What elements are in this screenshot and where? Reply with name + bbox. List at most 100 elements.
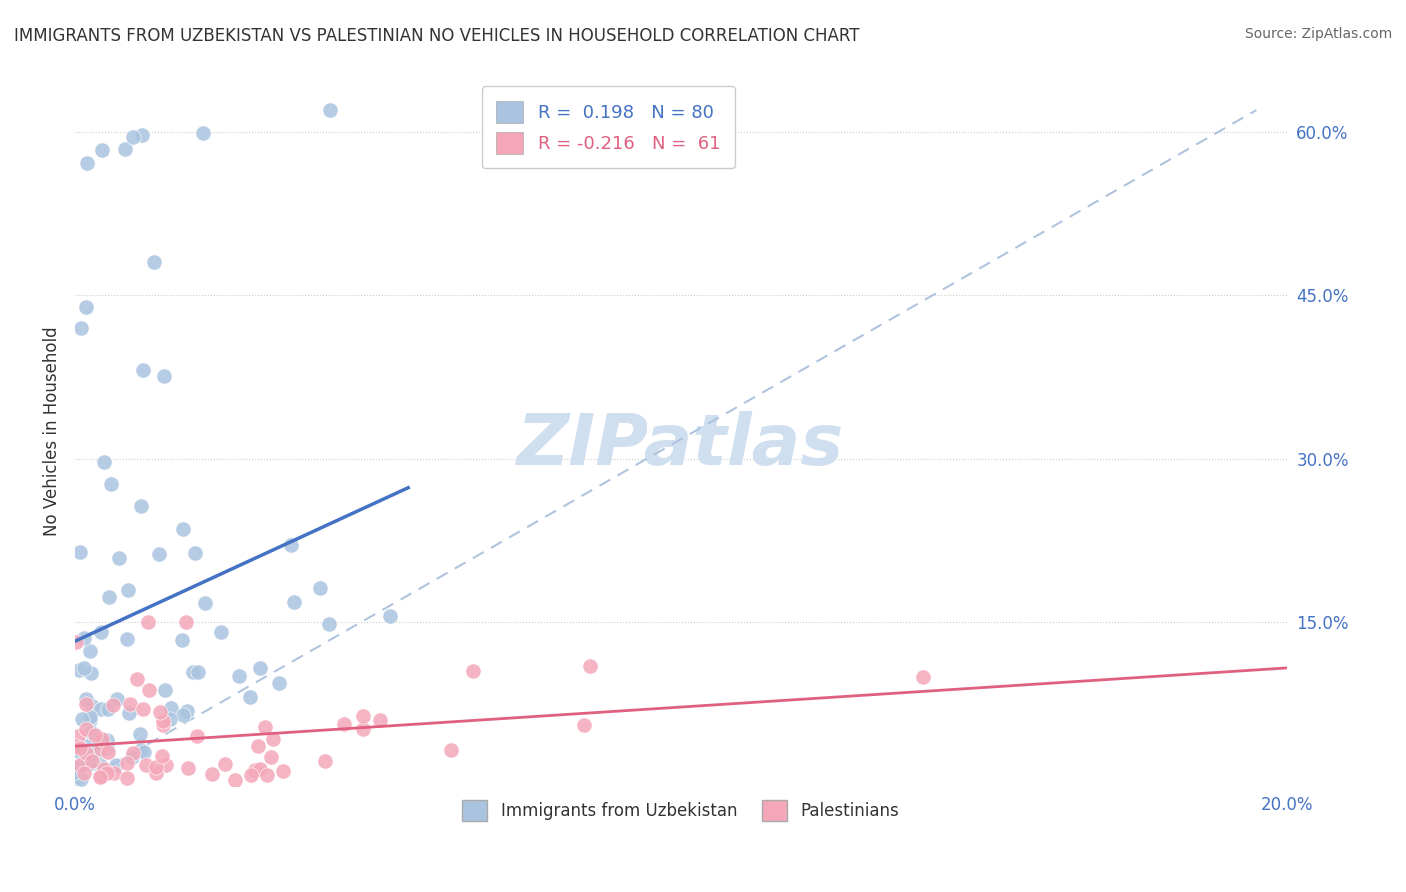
- Point: [101, 698, 124, 712]
- Point: [283, 595, 305, 609]
- Point: [131, 743, 153, 757]
- Point: [70, 712, 93, 726]
- Point: [136, 615, 159, 630]
- Point: [249, 661, 271, 675]
- Point: [103, 765, 125, 780]
- Point: [149, 705, 172, 719]
- Point: [86, 747, 108, 761]
- Point: [173, 708, 195, 723]
- Point: [80, 754, 103, 768]
- Point: [176, 615, 198, 630]
- Point: [239, 768, 262, 782]
- Point: [73, 661, 96, 675]
- Point: [75, 691, 97, 706]
- Point: [193, 126, 215, 140]
- Point: [77, 757, 100, 772]
- Point: [318, 617, 340, 632]
- Point: [89, 734, 111, 748]
- Point: [118, 706, 141, 720]
- Point: [93, 455, 115, 469]
- Point: [267, 676, 290, 690]
- Point: [93, 762, 115, 776]
- Point: [159, 700, 181, 714]
- Point: [90, 624, 112, 639]
- Point: [254, 720, 277, 734]
- Point: [129, 727, 152, 741]
- Point: [243, 764, 266, 778]
- Point: [172, 522, 194, 536]
- Point: [69, 545, 91, 559]
- Point: [80, 747, 103, 762]
- Point: [121, 746, 143, 760]
- Point: [280, 538, 302, 552]
- Point: [159, 712, 181, 726]
- Text: Source: ZipAtlas.com: Source: ZipAtlas.com: [1244, 27, 1392, 41]
- Point: [129, 500, 152, 514]
- Point: [247, 739, 270, 753]
- Point: [97, 702, 120, 716]
- Point: [249, 762, 271, 776]
- Point: [201, 767, 224, 781]
- Point: [91, 731, 114, 746]
- Point: [90, 702, 112, 716]
- Point: [65, 764, 87, 779]
- Point: [65, 635, 87, 649]
- Point: [125, 672, 148, 686]
- Point: [89, 770, 111, 784]
- Point: [440, 742, 463, 756]
- Point: [80, 725, 103, 739]
- Point: [65, 767, 87, 781]
- Point: [98, 590, 121, 604]
- Point: [79, 710, 101, 724]
- Point: [271, 764, 294, 778]
- Point: [87, 743, 110, 757]
- Point: [209, 624, 232, 639]
- Point: [114, 142, 136, 156]
- Point: [121, 130, 143, 145]
- Point: [84, 728, 107, 742]
- Point: [256, 768, 278, 782]
- Point: [87, 739, 110, 753]
- Point: [73, 631, 96, 645]
- Point: [67, 729, 90, 743]
- Point: [96, 733, 118, 747]
- Point: [352, 709, 374, 723]
- Point: [352, 722, 374, 736]
- Point: [97, 745, 120, 759]
- Point: [69, 740, 91, 755]
- Point: [82, 699, 104, 714]
- Point: [100, 476, 122, 491]
- Point: [228, 669, 250, 683]
- Point: [378, 608, 401, 623]
- Point: [152, 714, 174, 728]
- Point: [132, 701, 155, 715]
- Point: [65, 739, 87, 753]
- Text: ZIPatlas: ZIPatlas: [517, 411, 845, 480]
- Point: [262, 731, 284, 746]
- Point: [80, 665, 103, 680]
- Point: [224, 772, 246, 787]
- Point: [115, 771, 138, 785]
- Point: [155, 758, 177, 772]
- Point: [105, 692, 128, 706]
- Point: [314, 754, 336, 768]
- Point: [148, 547, 170, 561]
- Point: [72, 757, 94, 772]
- Point: [115, 756, 138, 770]
- Point: [214, 757, 236, 772]
- Point: [69, 757, 91, 772]
- Point: [132, 745, 155, 759]
- Point: [912, 670, 935, 684]
- Point: [152, 718, 174, 732]
- Point: [143, 254, 166, 268]
- Point: [238, 690, 260, 705]
- Point: [461, 664, 484, 678]
- Point: [135, 757, 157, 772]
- Point: [79, 644, 101, 658]
- Point: [145, 766, 167, 780]
- Point: [118, 697, 141, 711]
- Point: [117, 582, 139, 597]
- Point: [89, 757, 111, 772]
- Point: [177, 761, 200, 775]
- Y-axis label: No Vehicles in Household: No Vehicles in Household: [44, 326, 60, 536]
